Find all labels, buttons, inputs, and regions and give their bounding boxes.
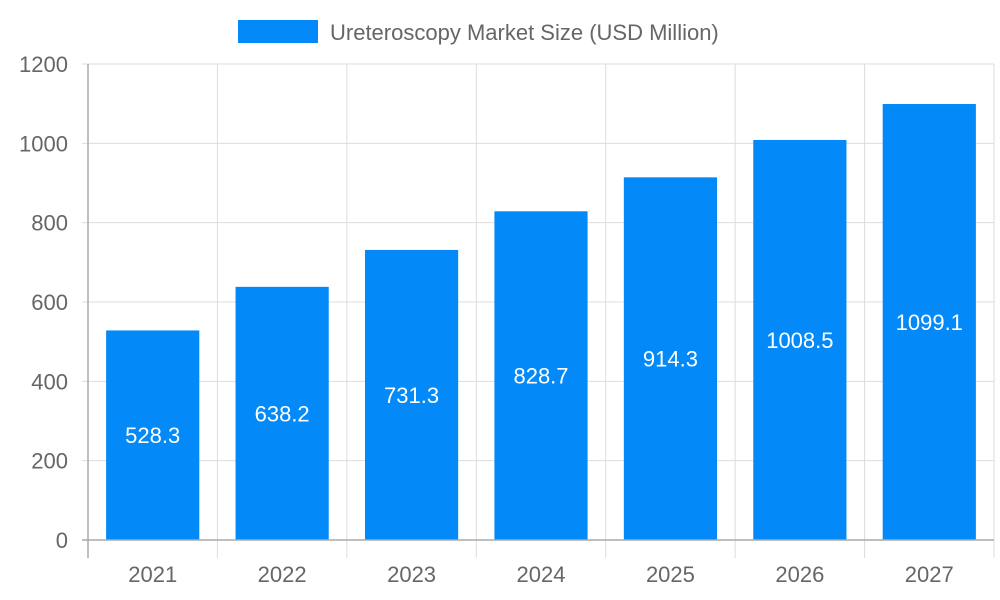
y-tick-label: 200	[31, 449, 68, 474]
bar-value-label: 828.7	[513, 364, 568, 389]
axes	[82, 64, 994, 558]
bar-value-label: 638.2	[255, 401, 310, 426]
y-tick-label: 400	[31, 369, 68, 394]
bar-2023	[364, 249, 459, 540]
x-tick-label: 2027	[905, 562, 954, 587]
bar-value-label: 914.3	[643, 347, 698, 372]
bar-2026	[753, 139, 847, 540]
x-axis-ticks: 2021 2022 2023 2024 2025 2026 2027	[128, 562, 954, 587]
x-tick-label: 2022	[258, 562, 307, 587]
y-axis-ticks: 0 200 400 600 800 1000 1200	[19, 52, 68, 553]
x-tick-label: 2026	[775, 562, 824, 587]
bar-2021	[106, 330, 200, 540]
bars	[106, 104, 976, 540]
bar-2024	[494, 211, 588, 540]
x-tick-label: 2021	[128, 562, 177, 587]
bar-2025	[623, 177, 718, 540]
bar-value-label: 731.3	[384, 383, 439, 408]
bar-value-label: 1099.1	[896, 310, 963, 335]
legend: Ureteroscopy Market Size (USD Million)	[238, 20, 719, 45]
bar-value-label: 1008.5	[766, 328, 833, 353]
bar-labels: 528.3 638.2 731.3 828.7 914.3 1008.5 1099.1	[125, 310, 963, 448]
x-tick-label: 2025	[646, 562, 695, 587]
y-tick-label: 1000	[19, 131, 68, 156]
x-tick-label: 2023	[387, 562, 436, 587]
x-tick-label: 2024	[517, 562, 566, 587]
bar-2027	[882, 104, 976, 540]
bar-2022	[235, 286, 329, 540]
y-tick-label: 800	[31, 211, 68, 236]
y-tick-label: 0	[56, 528, 68, 553]
bar-value-label: 528.3	[125, 423, 180, 448]
legend-swatch	[238, 20, 318, 43]
y-tick-label: 1200	[19, 52, 68, 77]
legend-label: Ureteroscopy Market Size (USD Million)	[330, 20, 719, 45]
y-tick-label: 600	[31, 290, 68, 315]
